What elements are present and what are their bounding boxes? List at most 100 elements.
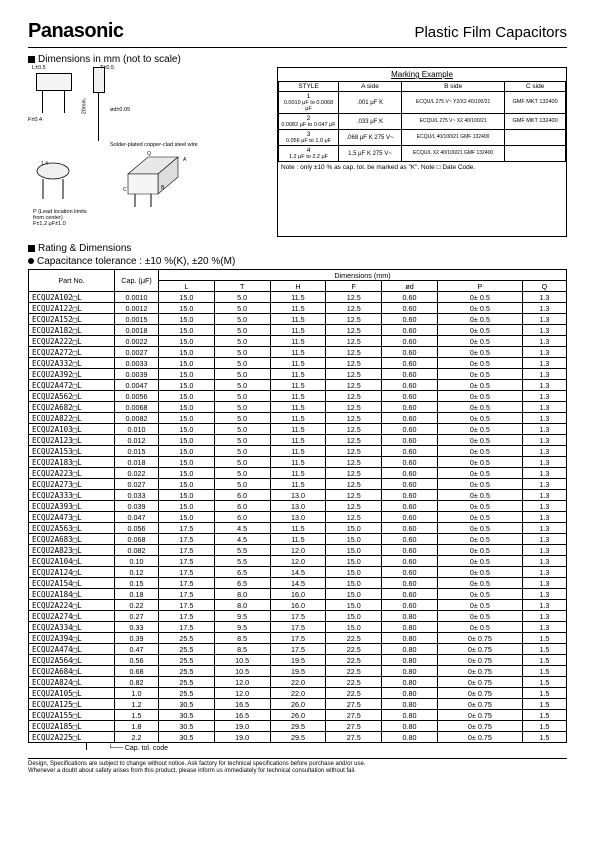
- cell-P: 0± 0.5: [437, 413, 522, 424]
- cell-Q: 1.5: [522, 732, 566, 743]
- table-row: ECQU2A124□L0.1217.56.514.515.00.600± 0.5…: [29, 567, 567, 578]
- label-wire: Solder-plated copper-clad steel wire: [110, 142, 198, 148]
- m-a: .033 μF K: [339, 114, 402, 130]
- cell-T: 5.0: [214, 369, 270, 380]
- cell-L: 25.5: [159, 655, 215, 666]
- cell-F: 15.0: [326, 567, 382, 578]
- col-a: A side: [339, 82, 402, 92]
- cell-L: 15.0: [159, 336, 215, 347]
- cell-part: ECQU2A334□L: [29, 622, 115, 633]
- cell-part: ECQU2A274□L: [29, 611, 115, 622]
- table-row: ECQU2A394□L0.3925.58.517.522.50.800± 0.7…: [29, 633, 567, 644]
- cell-P: 0± 0.5: [437, 468, 522, 479]
- cell-part: ECQU2A125□L: [29, 699, 115, 710]
- cell-F: 12.5: [326, 446, 382, 457]
- cell-Q: 1.3: [522, 501, 566, 512]
- cell-T: 4.5: [214, 534, 270, 545]
- cell-part: ECQU2A105□L: [29, 688, 115, 699]
- cell-cap: 0.68: [115, 666, 159, 677]
- cell-T: 19.0: [214, 721, 270, 732]
- cell-cap: 0.012: [115, 435, 159, 446]
- cell-L: 17.5: [159, 523, 215, 534]
- cell-H: 22.0: [270, 677, 326, 688]
- table-row: ECQU2A564□L0.5625.510.519.522.50.800± 0.…: [29, 655, 567, 666]
- cell-od: 0.60: [382, 303, 438, 314]
- cell-part: ECQU2A824□L: [29, 677, 115, 688]
- cell-T: 5.5: [214, 545, 270, 556]
- cell-part: ECQU2A224□L: [29, 600, 115, 611]
- cell-od: 0.60: [382, 424, 438, 435]
- cell-P: 0± 0.75: [437, 732, 522, 743]
- cell-Q: 1.3: [522, 512, 566, 523]
- cell-L: 15.0: [159, 292, 215, 303]
- cell-part: ECQU2A563□L: [29, 523, 115, 534]
- cell-cap: 0.22: [115, 600, 159, 611]
- cell-od: 0.60: [382, 435, 438, 446]
- cell-H: 11.5: [270, 468, 326, 479]
- cell-L: 15.0: [159, 446, 215, 457]
- cell-P: 0± 0.5: [437, 545, 522, 556]
- cell-H: 26.0: [270, 699, 326, 710]
- cell-P: 0± 0.5: [437, 589, 522, 600]
- cell-P: 0± 0.5: [437, 292, 522, 303]
- cell-F: 22.5: [326, 666, 382, 677]
- page: Panasonic Plastic Film Capacitors Dimens…: [0, 0, 595, 785]
- cell-P: 0± 0.75: [437, 688, 522, 699]
- cell-F: 22.5: [326, 633, 382, 644]
- marking-row: 10.0010 μF to 0.0068 μF.001 μF KECQU/L 2…: [279, 92, 566, 114]
- cell-cap: 0.022: [115, 468, 159, 479]
- cell-H: 13.0: [270, 490, 326, 501]
- cell-Q: 1.3: [522, 556, 566, 567]
- cell-T: 5.0: [214, 391, 270, 402]
- table-row: ECQU2A472□L0.004715.05.011.512.50.600± 0…: [29, 380, 567, 391]
- cell-F: 12.5: [326, 435, 382, 446]
- cell-H: 16.0: [270, 600, 326, 611]
- cell-od: 0.80: [382, 710, 438, 721]
- section-dimensions-text: Dimensions in mm (not to scale): [38, 54, 181, 65]
- cell-L: 15.0: [159, 424, 215, 435]
- cell-L: 15.0: [159, 380, 215, 391]
- cell-od: 0.80: [382, 721, 438, 732]
- cell-P: 0± 0.5: [437, 369, 522, 380]
- cell-Q: 1.3: [522, 435, 566, 446]
- dimensions-table: Part No. Cap. (μF) Dimensions (mm) L T H…: [28, 269, 567, 743]
- cell-H: 13.0: [270, 501, 326, 512]
- cell-L: 15.0: [159, 468, 215, 479]
- cell-part: ECQU2A104□L: [29, 556, 115, 567]
- table-row: ECQU2A184□L0.1817.58.016.015.00.600± 0.5…: [29, 589, 567, 600]
- cell-Q: 1.3: [522, 479, 566, 490]
- hdr-L: L: [159, 281, 215, 292]
- cell-P: 0± 0.5: [437, 303, 522, 314]
- table-row: ECQU2A393□L0.03915.06.013.012.50.600± 0.…: [29, 501, 567, 512]
- cell-cap: 0.0027: [115, 347, 159, 358]
- label-od: ød±0.05: [110, 107, 130, 113]
- cell-P: 0± 0.5: [437, 523, 522, 534]
- diagram-front-view: [34, 71, 74, 115]
- cell-F: 27.5: [326, 721, 382, 732]
- hdr-P: P: [437, 281, 522, 292]
- cell-cap: 0.027: [115, 479, 159, 490]
- cell-P: 0± 0.5: [437, 479, 522, 490]
- upper-region: L±0.5 T±0.5 F±0.4 20min. ød±0.05 Solder-…: [28, 67, 567, 237]
- table-row: ECQU2A563□L0.05617.54.511.515.00.600± 0.…: [29, 523, 567, 534]
- table-row: ECQU2A125□L1.230.516.526.027.50.800± 0.7…: [29, 699, 567, 710]
- hdr-F: F: [326, 281, 382, 292]
- cell-L: 15.0: [159, 325, 215, 336]
- cell-part: ECQU2A473□L: [29, 512, 115, 523]
- cell-P: 0± 0.5: [437, 325, 522, 336]
- cell-od: 0.60: [382, 446, 438, 457]
- cell-T: 5.5: [214, 556, 270, 567]
- section-rating-label: Rating & Dimensions: [28, 243, 567, 254]
- cell-H: 12.0: [270, 556, 326, 567]
- cell-cap: 0.15: [115, 578, 159, 589]
- table-row: ECQU2A273□L0.02715.05.011.512.50.600± 0.…: [29, 479, 567, 490]
- table-row: ECQU2A334□L0.3317.59.517.515.00.800± 0.5…: [29, 622, 567, 633]
- cell-H: 11.5: [270, 314, 326, 325]
- svg-text:Q: Q: [147, 151, 151, 157]
- label-20min: 20min.: [81, 98, 87, 115]
- cell-cap: 0.010: [115, 424, 159, 435]
- cell-Q: 1.5: [522, 666, 566, 677]
- table-row: ECQU2A823□L0.08217.55.512.015.00.600± 0.…: [29, 545, 567, 556]
- cell-T: 10.5: [214, 655, 270, 666]
- cell-Q: 1.3: [522, 325, 566, 336]
